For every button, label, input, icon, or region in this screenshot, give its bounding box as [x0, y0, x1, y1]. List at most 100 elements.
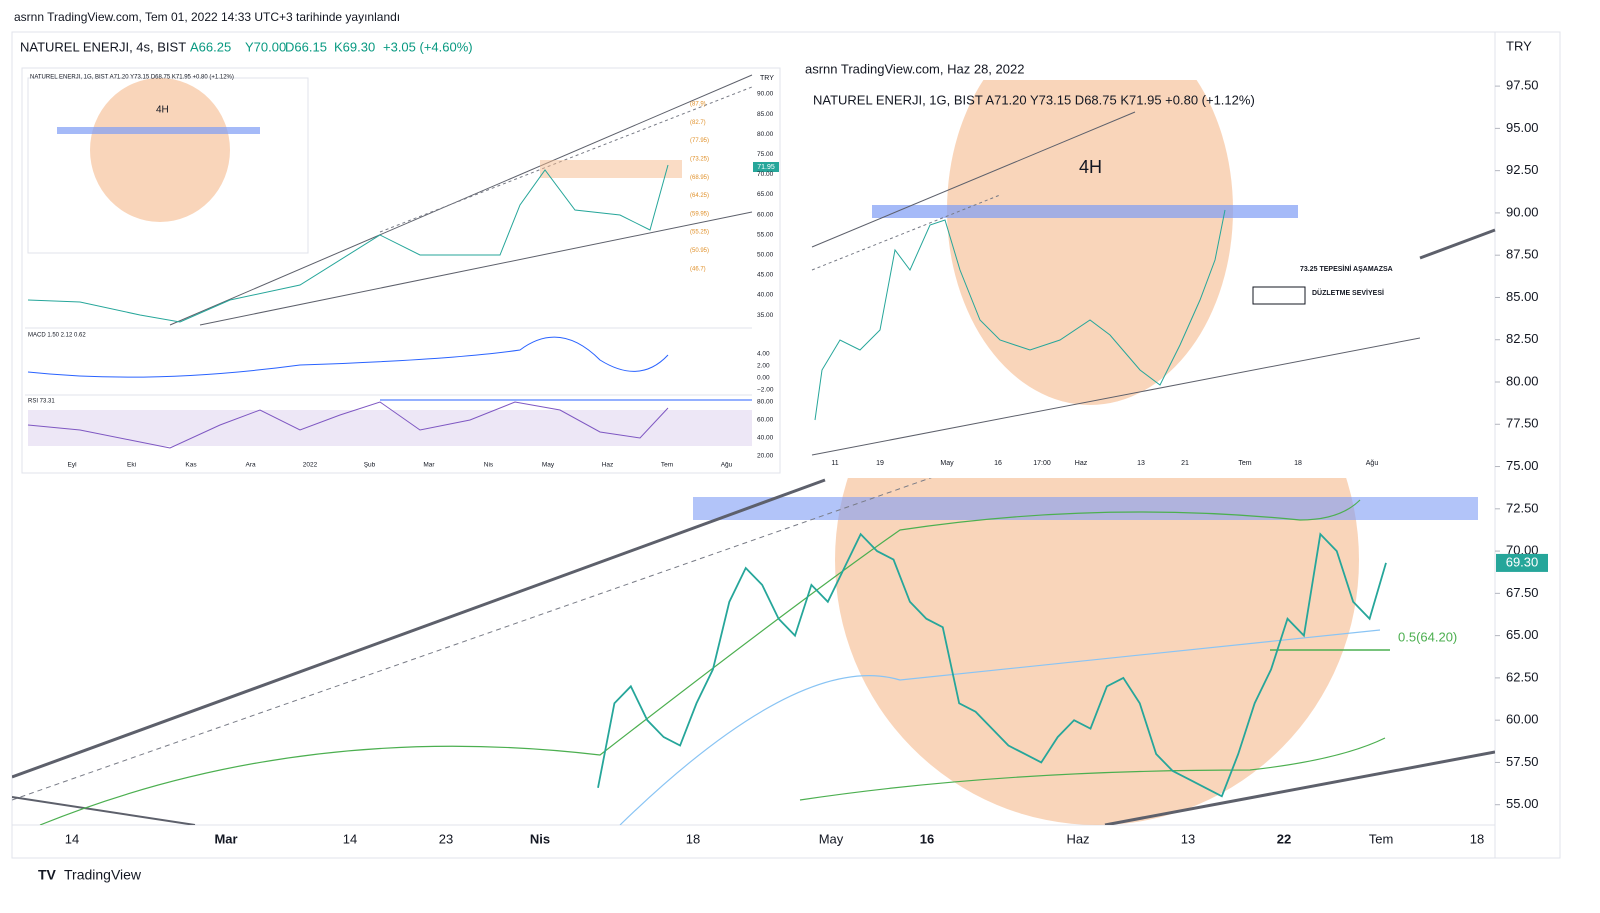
rsi-band [28, 410, 752, 446]
note-box [1252, 286, 1306, 305]
y-tick-label: 4.00 [757, 351, 770, 358]
inset-daily: asrnn TradingView.com, Haz 28, 2022 NATU… [805, 60, 1496, 470]
chart-frame [11, 31, 1561, 859]
x-tick-label: 14 [65, 831, 79, 846]
y-tick-label: 77.50 [1506, 416, 1539, 431]
y-tick-label: 60.00 [757, 417, 774, 424]
brand: TradingView [64, 867, 142, 883]
y-tick-label: 75.00 [757, 151, 774, 158]
y-tick-label: 40.00 [757, 435, 774, 442]
fib-label: (68.95) [690, 175, 709, 181]
resistance-zone [872, 205, 1298, 218]
trend-line [1104, 750, 1495, 825]
trend-line [12, 478, 826, 779]
inset-legend: NATUREL ENERJI, 1G, BIST A71.20 Y73.15 D… [30, 75, 234, 81]
x-tick-label: 11 [831, 460, 838, 467]
ohlc-low: D66.15 [285, 39, 327, 54]
y-tick-label: −2.00 [757, 387, 774, 394]
macd-line [27, 336, 669, 378]
x-tick-label: Eki [127, 462, 136, 469]
resistance-zone [540, 160, 682, 178]
trend-line-dashed [379, 86, 753, 233]
y-tick-label: 50.00 [757, 252, 774, 259]
x-tick-label: Mar [423, 462, 435, 469]
y-tick-label: 90.00 [757, 91, 774, 98]
price-tag-bg [1496, 553, 1548, 572]
publish-info: asrnn TradingView.com, Tem 01, 2022 14:3… [14, 10, 400, 24]
price-line [27, 164, 669, 323]
y-tick-label: 75.00 [1506, 458, 1539, 473]
trend-line [811, 111, 1136, 248]
ohlc-open: A66.25 [190, 39, 231, 54]
inset-tag: 4H [156, 105, 169, 116]
resistance-zone [57, 127, 260, 134]
ohlc-high: Y70.00 [245, 39, 286, 54]
y-tick-label: 55.00 [757, 231, 774, 238]
x-tick-label: Mar [214, 831, 237, 846]
y-tick-label: 55.00 [1506, 796, 1539, 811]
rsi-legend: RSI 73.31 [28, 399, 55, 405]
x-tick-label: 23 [439, 831, 453, 846]
trend-line [12, 796, 196, 825]
x-tick-label: 2022 [303, 462, 318, 469]
cup-shape [90, 78, 230, 222]
y-tick-label: 92.50 [1506, 162, 1539, 177]
y-tick-label: 65.00 [757, 191, 774, 198]
macd-legend: MACD 1.50 2.12 0.62 [28, 333, 86, 339]
y-tick-label: 40.00 [757, 292, 774, 299]
trend-line [199, 211, 753, 326]
y-tick-label: 70.00 [1506, 543, 1539, 558]
note: 73.25 TEPESİNİ AŞAMAZSA [1300, 265, 1393, 273]
y-tick-label: 35.00 [757, 312, 774, 319]
inset-legend: NATUREL ENERJI, 1G, BIST A71.20 Y73.15 D… [813, 92, 1255, 107]
x-tick-label: May [819, 831, 844, 846]
y-tick-label: 90.00 [1506, 204, 1539, 219]
fib-label: (50.95) [690, 248, 709, 254]
fib-label: (73.25) [690, 156, 709, 162]
moving-average [799, 737, 1386, 801]
fib-label: (64.25) [690, 193, 709, 199]
currency: TRY [1506, 38, 1532, 53]
x-tick-label: 16 [994, 460, 1002, 467]
y-tick-label: 80.00 [757, 131, 774, 138]
y-tick-label: 57.50 [1506, 754, 1539, 769]
y-tick-label: 20.00 [757, 453, 774, 460]
x-tick-label: 22 [1277, 831, 1291, 846]
x-tick-label: Tem [661, 462, 673, 469]
trend-line [811, 337, 1420, 456]
x-tick-label: 17:00 [1033, 460, 1051, 467]
y-tick-label: 60.00 [1506, 712, 1539, 727]
brand-logo: TV [38, 867, 57, 883]
price-line [814, 209, 1226, 421]
cup-shape [947, 80, 1233, 405]
y-tick-label: 2.00 [757, 363, 770, 370]
x-tick-label: 14 [343, 831, 357, 846]
trend-line-dashed [811, 194, 1001, 271]
x-tick-label: Haz [1075, 460, 1088, 467]
x-tick-label: Nis [484, 462, 494, 469]
x-tick-label: 19 [876, 460, 884, 467]
inset-tag: 4H [1079, 157, 1102, 177]
inset-source: asrnn TradingView.com, Haz 28, 2022 [805, 61, 1024, 76]
y-tick-label: 0.00 [757, 375, 770, 382]
y-tick-label: 70.00 [757, 171, 774, 178]
note: DÜZLETME SEVİYESİ [1312, 288, 1384, 297]
x-tick-label: Tem [1369, 831, 1394, 846]
rsi-line [27, 401, 669, 449]
fib-label: (46.7) [690, 266, 706, 272]
y-tick-label: 95.00 [1506, 120, 1539, 135]
x-tick-label: Şub [364, 462, 376, 469]
y-tick-label: 87.50 [1506, 247, 1539, 262]
y-tick-label: 80.00 [1506, 373, 1539, 388]
price-tag: 69.30 [1506, 554, 1539, 569]
x-tick-label: Tem [1238, 460, 1251, 467]
cup-shape [835, 478, 1359, 825]
price-tag-bg [753, 162, 779, 172]
fib-label: (77.95) [690, 138, 709, 144]
y-tick-label: 65.00 [1506, 627, 1539, 642]
price-tag: 71.95 [757, 164, 775, 171]
x-tick-label: Haz [1066, 831, 1089, 846]
x-tick-label: May [940, 460, 954, 467]
